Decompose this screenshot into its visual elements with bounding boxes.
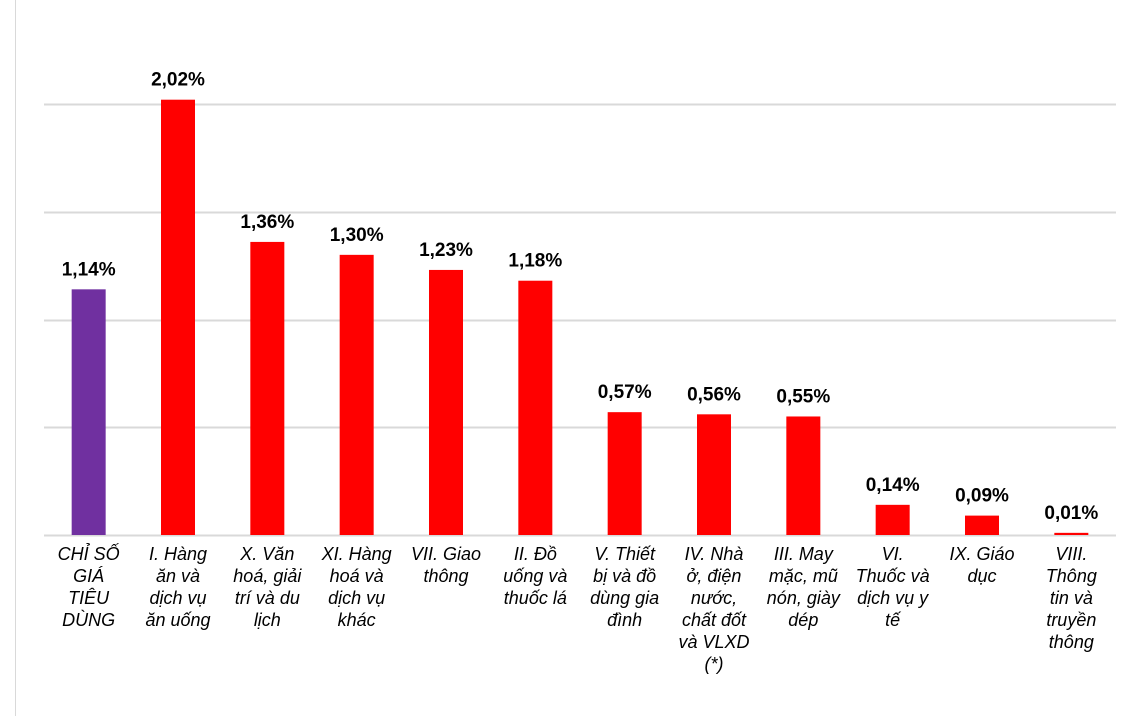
category-label-0-line-0: CHỈ SỐ: [58, 543, 120, 564]
category-label-11-line-4: thông: [1049, 632, 1094, 652]
value-label-4: 1,23%: [419, 240, 473, 261]
category-label-2-line-1: hoá, giải: [233, 566, 302, 586]
bar-2: [250, 241, 285, 536]
category-label-0-line-1: GIÁ: [73, 566, 104, 586]
category-label-2: X. Văn hoá, giải trí và du lịch: [233, 544, 302, 630]
value-label-6: 0,57%: [598, 382, 652, 403]
bar-3: [339, 254, 374, 535]
value-label-1: 2,02%: [151, 70, 205, 91]
category-label-0: CHỈ SỐ GIÁ TIÊU DÙNG: [58, 543, 120, 630]
category-label-11-line-0: VIII.: [1055, 544, 1087, 564]
category-label-6-line-2: dùng gia: [590, 588, 659, 608]
category-label-7: IV. Nhà ở, điện nước, chất đốt và VLXD (*): [678, 544, 749, 674]
category-label-7-line-0: IV. Nhà: [685, 544, 744, 564]
value-label-5: 1,18%: [508, 251, 562, 272]
category-label-6: V. Thiết bị và đồ dùng gia đình: [590, 544, 659, 630]
category-label-9-line-1: Thuốc và: [856, 566, 930, 586]
bar-1: [161, 99, 195, 535]
category-label-4-line-0: VII. Giao: [411, 544, 481, 564]
category-label-6-line-3: đình: [607, 610, 642, 630]
value-label-9: 0,14%: [866, 475, 920, 496]
category-label-1-line-1: ăn và: [156, 566, 200, 586]
category-label-8: III. May mặc, mũ nón, giày dép: [767, 544, 841, 630]
category-label-6-line-0: V. Thiết: [594, 544, 656, 564]
category-label-5-line-0: II. Đồ: [514, 544, 557, 564]
category-label-6-line-1: bị và đồ: [593, 566, 656, 586]
bar-7: [697, 414, 731, 535]
bars: [71, 99, 1089, 536]
category-label-5: II. Đồ uống và thuốc lá: [503, 544, 567, 608]
category-label-8-line-0: III. May: [774, 544, 834, 564]
value-label-2: 1,36%: [240, 212, 294, 233]
category-label-7-line-4: và VLXD: [678, 632, 749, 652]
category-label-11: VIII. Thông tin và truyền thông: [1046, 544, 1097, 652]
category-label-9: VI. Thuốc và dịch vụ y tế: [856, 544, 930, 630]
category-label-11-line-1: Thông: [1046, 566, 1097, 586]
category-label-9-line-0: VI.: [882, 544, 904, 564]
category-label-11-line-2: tin và: [1050, 588, 1093, 608]
category-label-10: IX. Giáo dục: [949, 544, 1014, 586]
category-label-3-line-3: khác: [338, 610, 376, 630]
category-label-9-line-3: tế: [885, 610, 902, 630]
value-label-3: 1,30%: [330, 225, 384, 246]
gridlines: [44, 103, 1116, 537]
category-label-2-line-0: X. Văn: [239, 544, 294, 564]
bar-8: [786, 416, 821, 535]
bar-6: [607, 412, 642, 535]
category-label-1: I. Hàng ăn và dịch vụ ăn uống: [145, 544, 210, 630]
bar-5: [518, 280, 553, 535]
category-label-8-line-1: mặc, mũ: [769, 566, 838, 586]
bar-10: [965, 515, 999, 535]
category-label-7-line-2: nước,: [691, 588, 737, 608]
bar-4: [429, 269, 463, 535]
bar-0: [71, 289, 106, 535]
category-label-7-line-5: (*): [705, 654, 724, 674]
value-labels: 1,14% 2,02% 1,36% 1,30% 1,23% 1,18% 0,57% 0,56%…: [62, 70, 1099, 524]
bar-9: [875, 504, 910, 535]
category-label-3-line-2: dịch vụ: [328, 588, 385, 608]
category-label-1-line-0: I. Hàng: [149, 544, 207, 564]
category-label-10-line-1: dục: [967, 566, 996, 586]
category-label-11-line-3: truyền: [1046, 610, 1096, 630]
category-label-4: VII. Giao thông: [411, 544, 481, 586]
category-label-1-line-3: ăn uống: [145, 610, 210, 630]
category-label-3-line-0: XI. Hàng: [321, 544, 392, 564]
category-label-2-line-2: trí và du: [235, 588, 300, 608]
value-label-11: 0,01%: [1044, 503, 1098, 524]
category-label-7-line-1: ở, điện: [687, 566, 742, 586]
category-label-0-line-2: TIÊU: [68, 588, 110, 608]
category-label-3-line-1: hoá và: [330, 566, 384, 586]
category-label-8-line-2: nón, giày: [767, 588, 841, 608]
category-label-7-line-3: chất đốt: [682, 610, 747, 630]
value-label-10: 0,09%: [955, 486, 1009, 507]
category-label-1-line-2: dịch vụ: [149, 588, 206, 608]
category-label-5-line-2: thuốc lá: [504, 588, 567, 608]
category-label-3: XI. Hàng hoá và dịch vụ khác: [321, 544, 392, 630]
category-label-0-line-3: DÙNG: [62, 609, 115, 630]
category-label-5-line-1: uống và: [503, 566, 567, 586]
category-label-9-line-2: dịch vụ y: [857, 588, 929, 608]
value-label-7: 0,56%: [687, 384, 741, 405]
category-label-4-line-1: thông: [423, 566, 468, 586]
value-label-0: 1,14%: [62, 259, 116, 280]
category-label-8-line-3: dép: [788, 610, 818, 630]
value-label-8: 0,55%: [776, 386, 830, 407]
bar-11: [1054, 532, 1089, 535]
category-label-10-line-0: IX. Giáo: [949, 544, 1014, 564]
category-label-2-line-3: lịch: [254, 610, 281, 630]
